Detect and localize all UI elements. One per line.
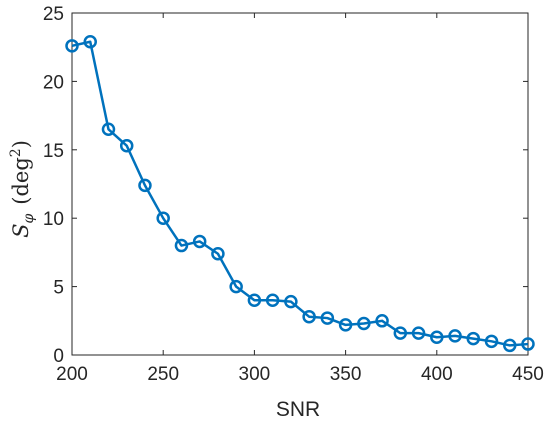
data-point [192,234,207,249]
x-tick-label: 250 [147,364,179,385]
data-point [375,314,389,328]
y-tick-label: 0 [53,346,64,367]
data-point [247,293,262,308]
data-point [484,334,499,349]
data-point [302,309,316,324]
data-point [83,34,97,49]
data-point [448,329,462,343]
y-axis-unit-power: 2 [8,148,24,157]
x-tick-label: 350 [330,364,362,385]
data-point [229,279,243,294]
data-point [156,211,170,225]
y-tick-label: 15 [43,141,64,162]
x-tick-label: 400 [421,364,453,385]
data-point [466,331,481,346]
y-axis-unit: (deg [9,157,33,205]
x-axis-label: SNR [276,398,320,421]
data-point [265,293,280,308]
data-point [338,318,353,332]
data-point [320,311,335,325]
y-tick-label: 25 [43,4,64,25]
y-axis-symbol: S [9,224,33,238]
x-tick-label: 300 [239,364,271,385]
data-point [65,39,79,53]
data-point [101,122,116,137]
svg-text:Sφ(deg2): Sφ (deg2) [8,140,37,238]
data-point [521,337,535,351]
y-axis-label: Sφ (deg2) [8,140,37,238]
data-point [138,178,152,193]
x-tick-label: 200 [56,364,88,385]
y-axis-unit-close: ) [9,140,33,148]
y-tick-label: 20 [43,72,64,93]
data-point [119,138,134,153]
series-line [71,40,529,347]
data-point [174,238,189,253]
data-point [211,247,225,261]
data-point [430,330,444,344]
data-point [393,326,408,340]
data-point [411,326,426,340]
y-tick-label: 5 [53,278,64,299]
data-point [503,338,517,353]
data-point [357,316,371,331]
x-tick-label: 450 [512,364,544,385]
y-tick-label: 10 [43,209,64,230]
plot-area-frame [71,12,529,356]
data-point [284,294,298,309]
y-axis-subscript: φ [21,214,37,224]
